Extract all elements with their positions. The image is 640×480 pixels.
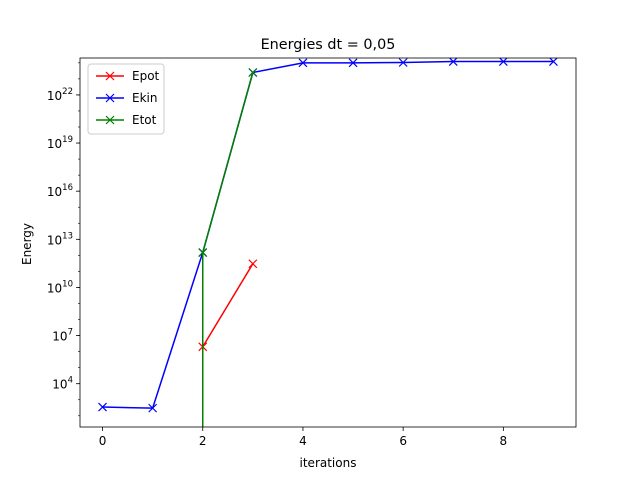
y-tick-label: 107 (52, 328, 73, 344)
y-tick-label: 1013 (47, 231, 73, 247)
series-line-epot (202, 263, 254, 348)
chart-title: Energies dt = 0,05 (261, 37, 396, 53)
series-marker-ekin (98, 402, 107, 412)
x-tick-label: 4 (299, 434, 307, 448)
series-marker-ekin (398, 58, 408, 67)
y-axis: 104 107 1010 1013 1016 1019 1022 (47, 62, 80, 417)
x-tick-label: 8 (500, 434, 508, 448)
y-tick-label: 1019 (47, 135, 73, 151)
series-marker-epot (248, 259, 258, 269)
series-marker-ekin (348, 58, 358, 68)
legend-item-etot: Etot (96, 113, 157, 127)
series-marker-ekin (298, 58, 308, 68)
legend-item-epot: Epot (96, 69, 160, 83)
series-line-ekin (102, 60, 554, 409)
plot-frame (79, 57, 577, 428)
y-axis-label: Energy (20, 223, 34, 265)
series-marker-etot (248, 68, 258, 77)
series-marker-ekin (498, 58, 508, 66)
legend-label: Etot (132, 113, 157, 127)
legend-marker (105, 115, 115, 125)
legend-label: Epot (132, 69, 160, 83)
series-marker-ekin (448, 58, 458, 66)
y-tick-label: 1016 (47, 183, 73, 199)
x-tick-label: 0 (99, 434, 107, 448)
legend-item-ekin: Ekin (96, 91, 157, 105)
y-tick-label: 1010 (47, 279, 73, 295)
x-tick-label: 6 (399, 434, 407, 448)
legend-label: Ekin (132, 91, 157, 105)
legend-marker (105, 71, 115, 81)
series-marker-ekin (549, 58, 558, 66)
series-marker-ekin (148, 403, 158, 413)
x-axis-label: iterations (300, 456, 357, 470)
y-tick-label: 1022 (47, 87, 73, 103)
x-tick-label: 2 (199, 434, 207, 448)
x-axis: 0 2 4 6 8 (99, 427, 507, 448)
legend: Epot Ekin Etot (87, 63, 165, 135)
y-tick-label: 104 (52, 376, 73, 392)
legend-marker (105, 93, 115, 103)
series-marker-etot (198, 248, 208, 257)
